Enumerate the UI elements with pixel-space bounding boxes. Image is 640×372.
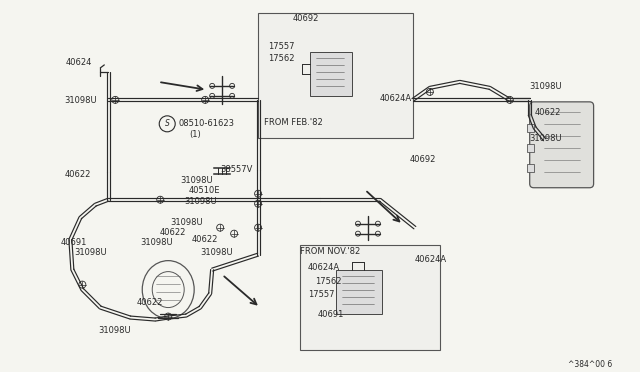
Text: 31098U: 31098U: [170, 218, 203, 227]
Text: 40622: 40622: [534, 108, 561, 117]
Text: FROM NOV.'82: FROM NOV.'82: [300, 247, 360, 256]
FancyBboxPatch shape: [530, 102, 594, 188]
Text: 17562: 17562: [315, 277, 342, 286]
Text: 40624: 40624: [65, 58, 92, 67]
Text: 31098U: 31098U: [65, 96, 97, 105]
Text: 38557V: 38557V: [220, 165, 253, 174]
Text: 31098U: 31098U: [74, 248, 107, 257]
Text: 40624A: 40624A: [415, 255, 447, 264]
Bar: [258, 13, 413, 138]
Text: 40622: 40622: [159, 228, 186, 237]
Text: 40622: 40622: [136, 298, 163, 307]
FancyBboxPatch shape: [527, 164, 534, 172]
Text: 40624A: 40624A: [380, 94, 412, 103]
Text: 31098U: 31098U: [99, 326, 131, 334]
FancyBboxPatch shape: [310, 52, 352, 96]
Text: 17562: 17562: [268, 54, 294, 63]
Text: 17557: 17557: [308, 289, 335, 299]
Text: 31098U: 31098U: [530, 82, 563, 91]
FancyBboxPatch shape: [527, 124, 534, 132]
Text: 17557: 17557: [268, 42, 294, 51]
Text: 31098U: 31098U: [184, 197, 217, 206]
Text: S: S: [164, 119, 170, 128]
Text: 40691: 40691: [60, 238, 87, 247]
Text: 31098U: 31098U: [200, 248, 233, 257]
Text: 31098U: 31098U: [180, 176, 213, 185]
Bar: [300, 245, 440, 350]
Text: 40691: 40691: [318, 310, 344, 318]
Text: 31098U: 31098U: [530, 134, 563, 143]
Text: ^384^00 6: ^384^00 6: [568, 360, 612, 369]
Text: (1): (1): [189, 130, 201, 139]
Text: 40692: 40692: [293, 14, 319, 23]
Text: FROM FEB.'82: FROM FEB.'82: [264, 118, 323, 127]
Text: 31098U: 31098U: [140, 238, 173, 247]
Text: 40692: 40692: [410, 155, 436, 164]
Text: 40624A: 40624A: [308, 263, 340, 272]
FancyBboxPatch shape: [336, 270, 382, 314]
Text: 08510-61623: 08510-61623: [178, 119, 234, 128]
Text: 40622: 40622: [65, 170, 91, 179]
Text: 40622: 40622: [191, 235, 218, 244]
FancyBboxPatch shape: [527, 144, 534, 152]
Text: 40510E: 40510E: [188, 186, 220, 195]
